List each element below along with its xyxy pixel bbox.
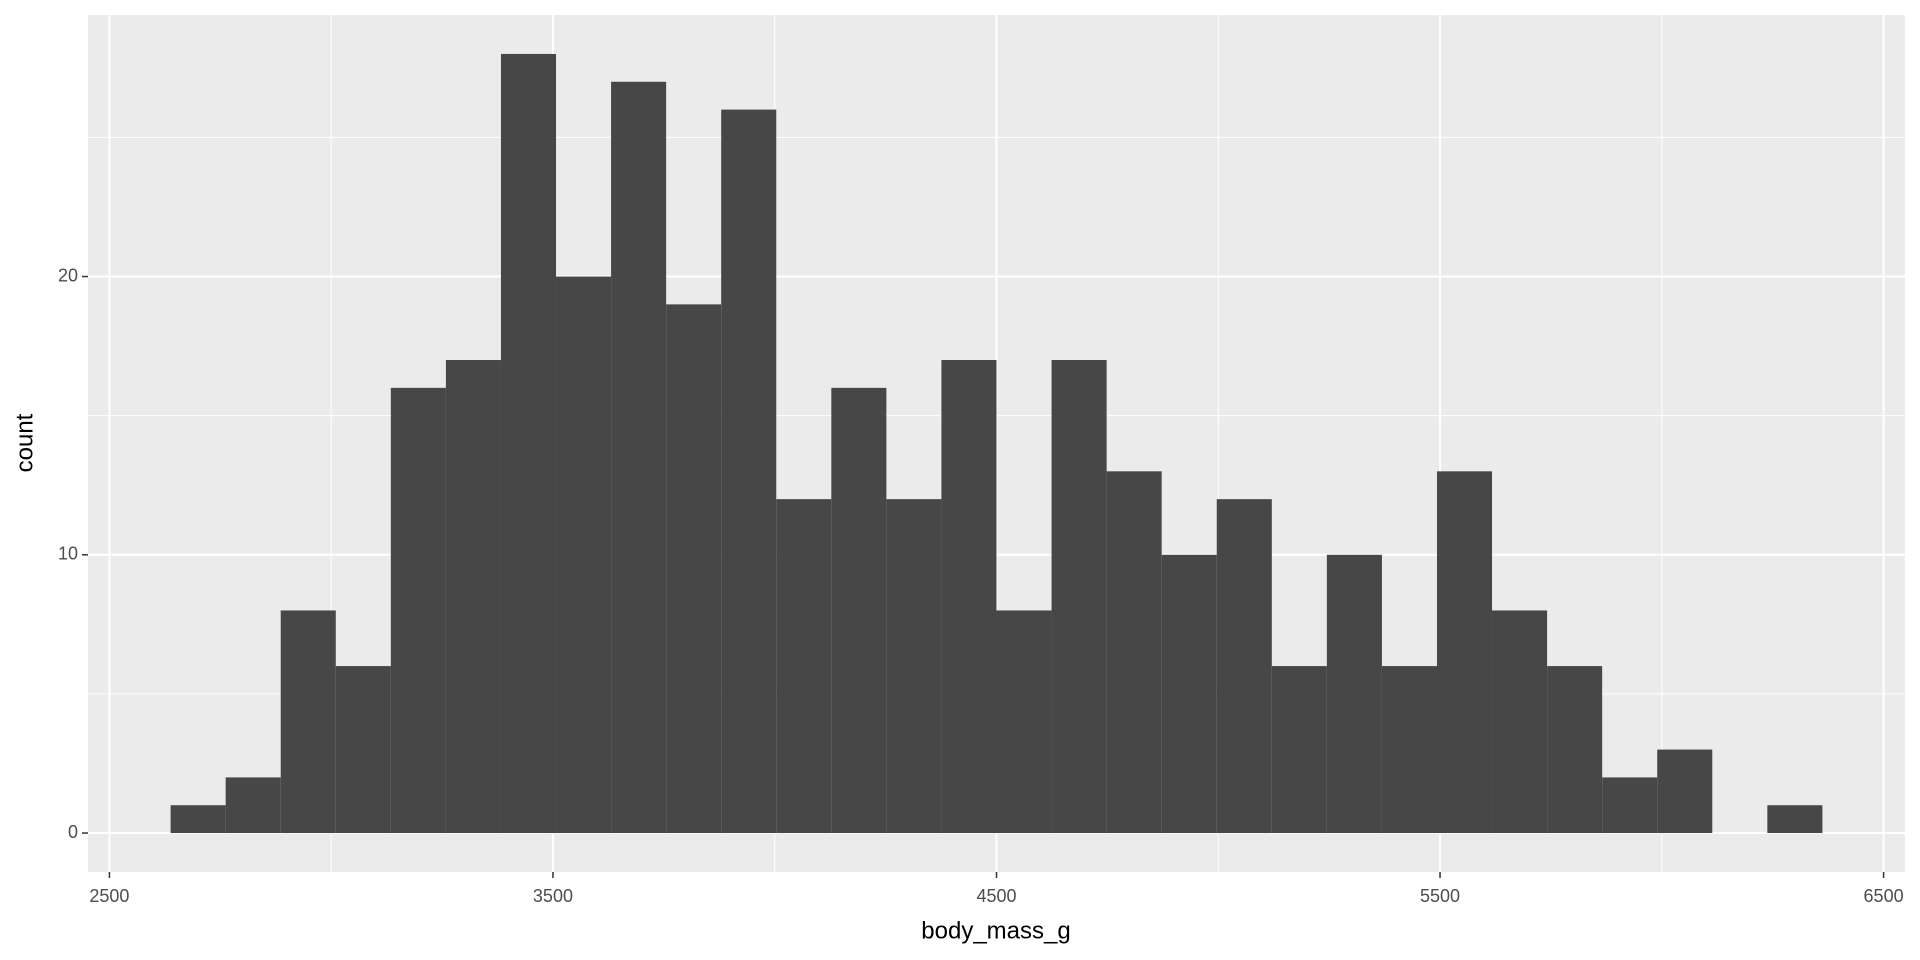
bar bbox=[1216, 499, 1272, 834]
bar bbox=[886, 499, 942, 834]
bar bbox=[1767, 805, 1823, 834]
bar bbox=[996, 610, 1052, 834]
bar bbox=[941, 360, 997, 834]
bar bbox=[1326, 554, 1382, 834]
y-tick-label: 10 bbox=[58, 544, 78, 564]
x-tick-label: 3500 bbox=[533, 886, 573, 906]
x-tick-label: 5500 bbox=[1420, 886, 1460, 906]
bar bbox=[1161, 554, 1217, 834]
bar bbox=[831, 387, 887, 834]
bar bbox=[445, 360, 501, 834]
bar bbox=[1547, 666, 1603, 834]
y-tick-label: 0 bbox=[68, 822, 78, 842]
bar bbox=[1271, 666, 1327, 834]
bar bbox=[721, 109, 777, 834]
bar bbox=[1436, 471, 1493, 834]
bar bbox=[776, 499, 832, 834]
bar bbox=[335, 666, 391, 834]
bar bbox=[556, 276, 612, 834]
bar bbox=[1381, 666, 1437, 834]
bar bbox=[1492, 610, 1548, 834]
x-tick-label: 2500 bbox=[89, 886, 129, 906]
bar bbox=[666, 304, 722, 834]
bar bbox=[280, 610, 336, 834]
bar bbox=[1657, 749, 1713, 834]
y-tick-label: 20 bbox=[58, 265, 78, 285]
bar bbox=[500, 53, 557, 834]
bar bbox=[170, 805, 226, 834]
x-tick-label: 6500 bbox=[1864, 886, 1904, 906]
x-axis-title: body_mass_g bbox=[921, 917, 1070, 944]
bar bbox=[611, 81, 667, 834]
bar bbox=[1602, 777, 1658, 834]
bar bbox=[1051, 360, 1107, 834]
x-tick-label: 4500 bbox=[976, 886, 1016, 906]
bar bbox=[390, 387, 446, 834]
y-axis-title: count bbox=[11, 413, 38, 472]
bar bbox=[225, 777, 281, 834]
bar bbox=[1106, 471, 1162, 834]
